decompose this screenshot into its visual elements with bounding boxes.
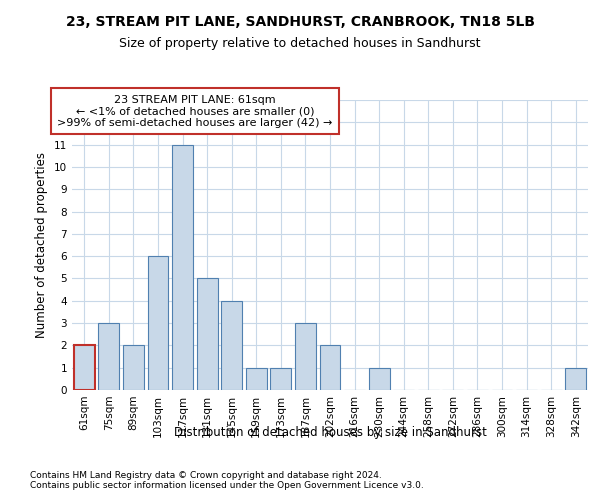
Bar	[74, 346, 95, 390]
Text: 23, STREAM PIT LANE, SANDHURST, CRANBROOK, TN18 5LB: 23, STREAM PIT LANE, SANDHURST, CRANBROO…	[65, 15, 535, 29]
Bar	[123, 346, 144, 390]
Bar	[172, 144, 193, 390]
Text: Distribution of detached houses by size in Sandhurst: Distribution of detached houses by size …	[173, 426, 487, 439]
Bar	[221, 301, 242, 390]
Bar	[565, 368, 586, 390]
Bar	[148, 256, 169, 390]
Text: Contains HM Land Registry data © Crown copyright and database right 2024.: Contains HM Land Registry data © Crown c…	[30, 471, 382, 480]
Y-axis label: Number of detached properties: Number of detached properties	[35, 152, 49, 338]
Text: Contains public sector information licensed under the Open Government Licence v3: Contains public sector information licen…	[30, 481, 424, 490]
Bar	[295, 323, 316, 390]
Bar	[320, 346, 340, 390]
Bar	[368, 368, 389, 390]
Bar	[98, 323, 119, 390]
Bar	[246, 368, 267, 390]
Text: Size of property relative to detached houses in Sandhurst: Size of property relative to detached ho…	[119, 38, 481, 51]
Bar	[271, 368, 292, 390]
Text: 23 STREAM PIT LANE: 61sqm
← <1% of detached houses are smaller (0)
>99% of semi-: 23 STREAM PIT LANE: 61sqm ← <1% of detac…	[57, 94, 332, 128]
Bar	[197, 278, 218, 390]
